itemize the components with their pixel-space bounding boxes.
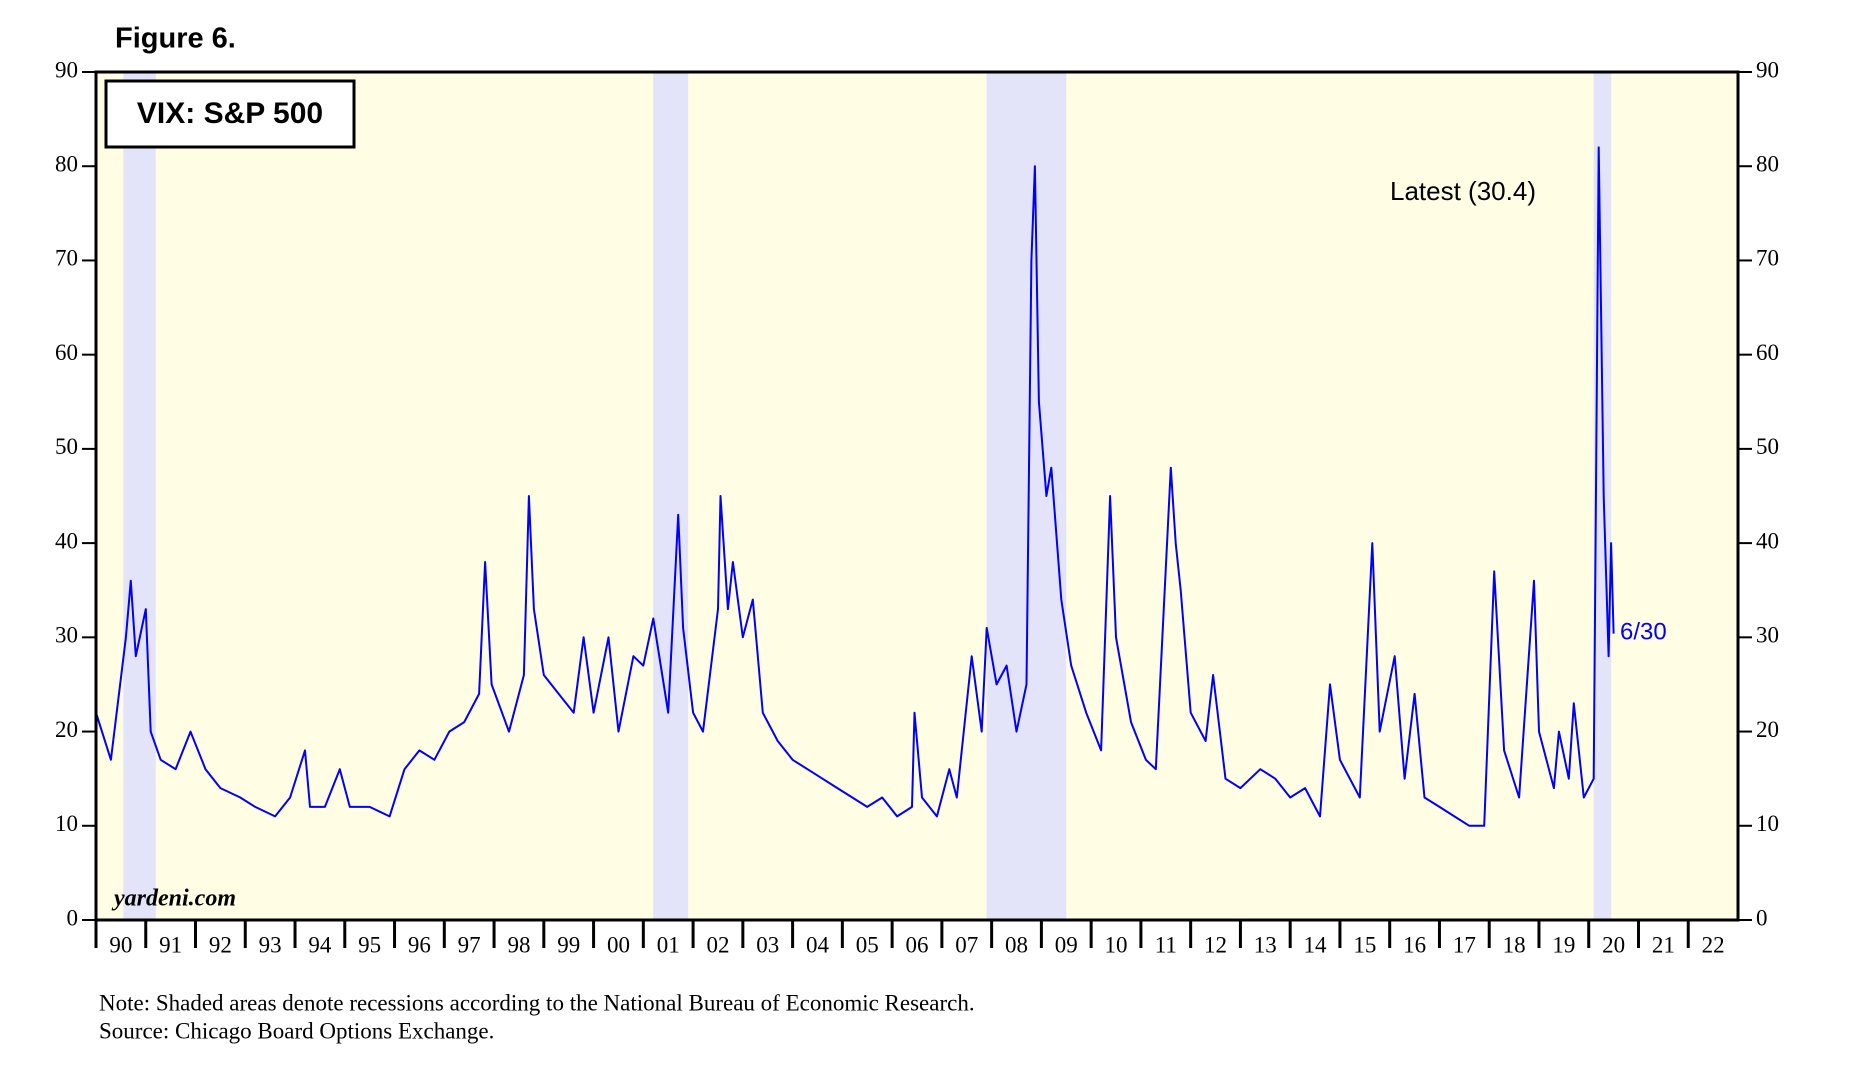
x-tick-label: 01 bbox=[657, 932, 680, 957]
x-tick-label: 21 bbox=[1652, 932, 1675, 957]
y-tick-label: 50 bbox=[55, 434, 78, 459]
x-tick-label: 07 bbox=[955, 932, 978, 957]
y-tick-label: 70 bbox=[1756, 246, 1779, 271]
x-tick-label: 93 bbox=[259, 932, 282, 957]
x-tick-label: 17 bbox=[1453, 932, 1476, 957]
recession-band bbox=[123, 72, 156, 920]
x-tick-label: 22 bbox=[1702, 932, 1725, 957]
x-tick-label: 13 bbox=[1254, 932, 1277, 957]
x-tick-label: 92 bbox=[209, 932, 232, 957]
y-tick-label: 90 bbox=[1756, 57, 1779, 82]
recession-band bbox=[653, 72, 689, 920]
x-tick-label: 05 bbox=[856, 932, 879, 957]
y-tick-label: 90 bbox=[55, 57, 78, 82]
x-tick-label: 06 bbox=[906, 932, 929, 957]
x-tick-label: 11 bbox=[1155, 932, 1177, 957]
x-tick-label: 97 bbox=[458, 932, 481, 957]
x-tick-label: 03 bbox=[756, 932, 779, 957]
watermark: yardeni.com bbox=[111, 886, 236, 912]
note: Note: Shaded areas denote recessions acc… bbox=[99, 990, 975, 1015]
data-line bbox=[95, 146, 1615, 827]
note: Source: Chicago Board Options Exchange. bbox=[99, 1018, 494, 1043]
annotation: 6/30 bbox=[1620, 618, 1667, 645]
y-tick-label: 20 bbox=[1756, 717, 1779, 742]
y-tick-label: 10 bbox=[1756, 811, 1779, 836]
x-tick-label: 20 bbox=[1602, 932, 1625, 957]
y-tick-label: 80 bbox=[55, 152, 78, 177]
annotation: Latest (30.4) bbox=[1390, 176, 1536, 206]
plot-background bbox=[96, 72, 1738, 920]
x-tick-label: 02 bbox=[706, 932, 729, 957]
y-tick-label: 10 bbox=[55, 811, 78, 836]
x-tick-label: 91 bbox=[159, 932, 182, 957]
y-tick-label: 80 bbox=[1756, 152, 1779, 177]
x-tick-label: 18 bbox=[1503, 932, 1526, 957]
x-tick-label: 15 bbox=[1353, 932, 1376, 957]
x-tick-label: 04 bbox=[806, 932, 830, 957]
y-tick-label: 40 bbox=[1756, 528, 1779, 553]
x-tick-label: 90 bbox=[109, 932, 132, 957]
y-tick-label: 40 bbox=[55, 528, 78, 553]
x-tick-label: 10 bbox=[1105, 932, 1128, 957]
subtitle: VIX: S&P 500 bbox=[137, 97, 323, 130]
x-tick-label: 96 bbox=[408, 932, 431, 957]
x-tick-label: 08 bbox=[1005, 932, 1028, 957]
chart-title: Figure 6. bbox=[115, 23, 236, 55]
y-tick-label: 60 bbox=[55, 340, 78, 365]
y-tick-label: 0 bbox=[1756, 905, 1768, 930]
x-tick-label: 94 bbox=[308, 932, 332, 957]
y-tick-label: 70 bbox=[55, 246, 78, 271]
x-tick-label: 12 bbox=[1204, 932, 1227, 957]
x-tick-label: 09 bbox=[1055, 932, 1078, 957]
y-tick-label: 50 bbox=[1756, 434, 1779, 459]
y-tick-label: 30 bbox=[55, 623, 78, 648]
x-tick-label: 19 bbox=[1552, 932, 1575, 957]
y-tick-label: 0 bbox=[67, 905, 79, 930]
y-tick-label: 20 bbox=[55, 717, 78, 742]
y-tick-label: 30 bbox=[1756, 623, 1779, 648]
x-tick-label: 99 bbox=[557, 932, 580, 957]
subtitle-box bbox=[104, 79, 356, 149]
x-tick-label: 95 bbox=[358, 932, 381, 957]
plot-frame bbox=[94, 70, 1740, 922]
x-tick-label: 98 bbox=[507, 932, 530, 957]
x-tick-label: 16 bbox=[1403, 932, 1426, 957]
x-tick-label: 00 bbox=[607, 932, 630, 957]
y-tick-label: 60 bbox=[1756, 340, 1779, 365]
x-tick-label: 14 bbox=[1304, 932, 1328, 957]
